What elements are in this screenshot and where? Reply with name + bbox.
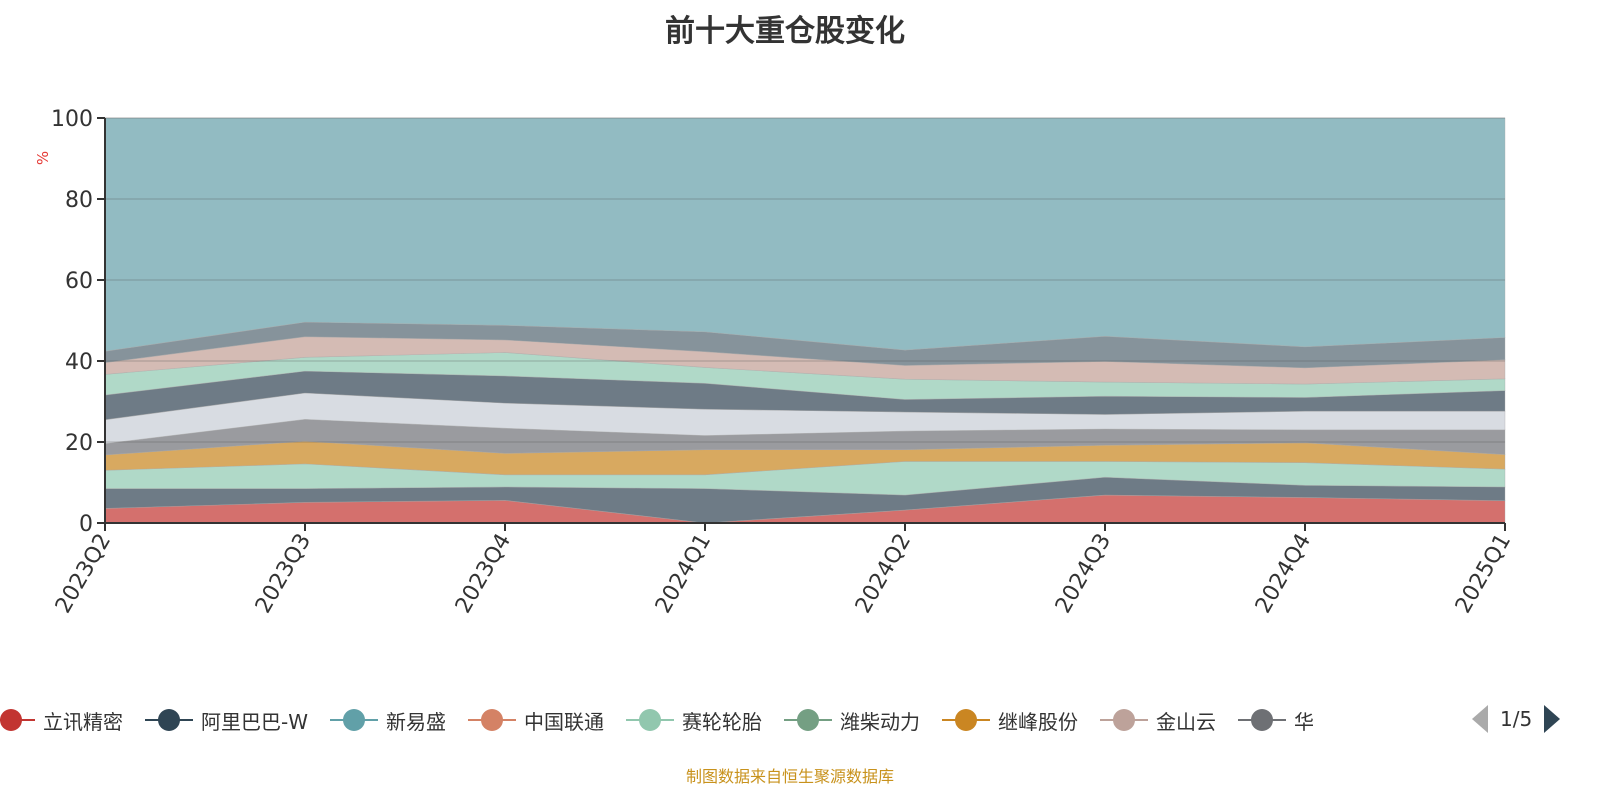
- legend-item[interactable]: 新易盛: [330, 706, 446, 735]
- legend-marker-icon: [942, 708, 990, 732]
- y-tick-label: 20: [65, 431, 93, 456]
- legend-item[interactable]: 立讯精密: [0, 706, 123, 735]
- legend-marker-icon: [330, 708, 378, 732]
- y-tick-label: 0: [79, 512, 93, 537]
- legend-label: 金山云: [1156, 709, 1216, 734]
- legend-label: 潍柴动力: [840, 709, 920, 734]
- legend-prev-page-icon[interactable]: [1472, 705, 1488, 733]
- x-tick-label: 2024Q3: [1051, 530, 1116, 618]
- x-tick-label: 2023Q2: [51, 530, 116, 618]
- legend-page-indicator: 1/5: [1500, 707, 1533, 731]
- stacked-area-chart: 0 20 40 60 80 100% 2023Q2 2023Q3 2023Q4 2024Q1 202…: [34, 107, 1516, 618]
- x-tick-label: 2024Q1: [651, 530, 716, 618]
- legend-marker-icon: [145, 708, 193, 732]
- legend-label: 赛轮轮胎: [682, 709, 762, 734]
- legend-label: 新易盛: [386, 709, 446, 734]
- legend-label: 中国联通: [524, 709, 604, 734]
- data-source-note: 制图数据来自恒生聚源数据库: [685, 767, 894, 786]
- legend-marker-icon: [1100, 708, 1148, 732]
- x-tick-label: 2023Q4: [451, 530, 516, 618]
- legend-marker-icon: [468, 708, 516, 732]
- legend-item[interactable]: 华: [1238, 706, 1314, 735]
- legend-marker-icon: [1238, 708, 1286, 732]
- legend-label: 阿里巴巴-W: [201, 709, 308, 734]
- legend: 立讯精密 阿里巴巴-W 新易盛 中国联通 赛轮轮胎 潍柴动力 继峰股份 金山云 华: [0, 705, 1447, 735]
- legend-next-page-icon[interactable]: [1544, 705, 1561, 733]
- legend-marker-icon: [626, 708, 674, 732]
- legend-item[interactable]: 继峰股份: [942, 706, 1078, 735]
- y-tick-label: 40: [65, 350, 93, 375]
- legend-item[interactable]: 中国联通: [468, 706, 604, 735]
- y-tick-label: 60: [65, 269, 93, 294]
- x-tick-label: 2024Q4: [1251, 530, 1316, 618]
- y-tick-label: 80: [65, 188, 93, 213]
- y-axis-label: %: [34, 151, 52, 165]
- legend-item[interactable]: 赛轮轮胎: [626, 706, 762, 735]
- x-tick-label: 2025Q1: [1451, 530, 1516, 618]
- legend-marker-icon: [784, 708, 832, 732]
- legend-label: 立讯精密: [43, 709, 123, 734]
- x-tick-label: 2023Q3: [251, 530, 316, 618]
- legend-item[interactable]: 阿里巴巴-W: [145, 706, 308, 735]
- legend-label: 继峰股份: [998, 709, 1078, 734]
- x-tick-label: 2024Q2: [851, 530, 916, 618]
- y-tick-label: 100: [51, 107, 93, 132]
- legend-label: 华: [1294, 709, 1314, 734]
- area-series-10: [104, 117, 1506, 352]
- chart-title: 前十大重仓股变化: [665, 14, 905, 49]
- legend-pager: 1/5: [1472, 705, 1561, 733]
- legend-item[interactable]: 金山云: [1100, 706, 1216, 735]
- legend-item[interactable]: 潍柴动力: [784, 706, 920, 735]
- legend-marker-icon: [0, 708, 35, 732]
